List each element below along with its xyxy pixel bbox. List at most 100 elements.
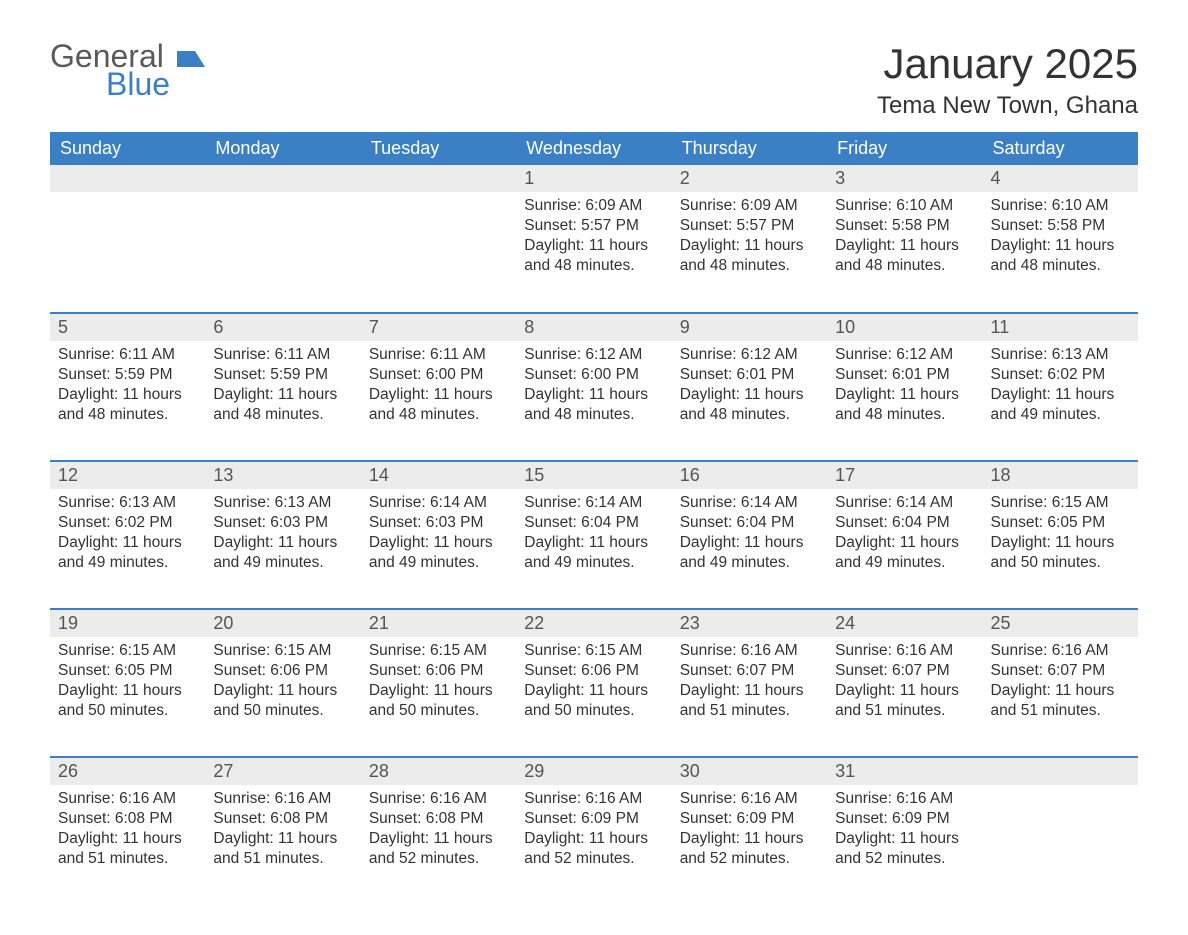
daylight-line: Daylight: 11 hours and 48 minutes. xyxy=(835,236,974,276)
calendar-cell: 30Sunrise: 6:16 AMSunset: 6:09 PMDayligh… xyxy=(672,757,827,905)
sunrise-line: Sunrise: 6:16 AM xyxy=(680,641,819,661)
day-number: 6 xyxy=(205,314,360,341)
calendar-cell: 4Sunrise: 6:10 AMSunset: 5:58 PMDaylight… xyxy=(983,165,1138,313)
day-number: 10 xyxy=(827,314,982,341)
title-block: January 2025 Tema New Town, Ghana xyxy=(877,40,1138,132)
sunrise-line: Sunrise: 6:16 AM xyxy=(58,789,197,809)
calendar-cell: 16Sunrise: 6:14 AMSunset: 6:04 PMDayligh… xyxy=(672,461,827,609)
daylight-line: Daylight: 11 hours and 49 minutes. xyxy=(213,533,352,573)
daylight-line: Daylight: 11 hours and 48 minutes. xyxy=(835,385,974,425)
day-body: Sunrise: 6:14 AMSunset: 6:04 PMDaylight:… xyxy=(827,489,982,584)
day-body: Sunrise: 6:15 AMSunset: 6:06 PMDaylight:… xyxy=(516,637,671,732)
sunset-line: Sunset: 5:59 PM xyxy=(58,365,197,385)
day-number: 16 xyxy=(672,462,827,489)
sunrise-line: Sunrise: 6:16 AM xyxy=(213,789,352,809)
sunset-line: Sunset: 6:08 PM xyxy=(213,809,352,829)
day-body: Sunrise: 6:16 AMSunset: 6:08 PMDaylight:… xyxy=(50,785,205,880)
sunrise-line: Sunrise: 6:13 AM xyxy=(213,493,352,513)
day-body xyxy=(983,785,1138,799)
daylight-line: Daylight: 11 hours and 52 minutes. xyxy=(369,829,508,869)
sunrise-line: Sunrise: 6:13 AM xyxy=(991,345,1130,365)
day-body: Sunrise: 6:12 AMSunset: 6:00 PMDaylight:… xyxy=(516,341,671,436)
daylight-line: Daylight: 11 hours and 48 minutes. xyxy=(524,236,663,276)
daylight-line: Daylight: 11 hours and 49 minutes. xyxy=(680,533,819,573)
logo: General Blue xyxy=(50,40,205,100)
day-body: Sunrise: 6:13 AMSunset: 6:02 PMDaylight:… xyxy=(983,341,1138,436)
day-number: 15 xyxy=(516,462,671,489)
sunrise-line: Sunrise: 6:14 AM xyxy=(835,493,974,513)
calendar-cell: 13 Sunrise: 6:13 AMSunset: 6:03 PMDayligh… xyxy=(205,461,360,609)
sunrise-line: Sunrise: 6:14 AM xyxy=(680,493,819,513)
calendar-cell: 25Sunrise: 6:16 AMSunset: 6:07 PMDayligh… xyxy=(983,609,1138,757)
day-number: 11 xyxy=(983,314,1138,341)
sunset-line: Sunset: 6:05 PM xyxy=(991,513,1130,533)
calendar-table: SundayMondayTuesdayWednesdayThursdayFrid… xyxy=(50,132,1138,905)
day-body: Sunrise: 6:09 AMSunset: 5:57 PMDaylight:… xyxy=(516,192,671,287)
sunrise-line: Sunrise: 6:15 AM xyxy=(213,641,352,661)
sunset-line: Sunset: 6:02 PM xyxy=(58,513,197,533)
day-number xyxy=(983,758,1138,785)
day-number: 3 xyxy=(827,165,982,192)
daylight-line: Daylight: 11 hours and 48 minutes. xyxy=(680,385,819,425)
day-body: Sunrise: 6:15 AMSunset: 6:05 PMDaylight:… xyxy=(983,489,1138,584)
weekday-header: Tuesday xyxy=(361,132,516,165)
calendar-cell: 23Sunrise: 6:16 AMSunset: 6:07 PMDayligh… xyxy=(672,609,827,757)
day-body: Sunrise: 6:16 AMSunset: 6:08 PMDaylight:… xyxy=(361,785,516,880)
day-number xyxy=(361,165,516,192)
location: Tema New Town, Ghana xyxy=(877,92,1138,120)
sunset-line: Sunset: 6:02 PM xyxy=(991,365,1130,385)
calendar-cell: 12Sunrise: 6:13 AMSunset: 6:02 PMDayligh… xyxy=(50,461,205,609)
sunset-line: Sunset: 6:03 PM xyxy=(369,513,508,533)
daylight-line: Daylight: 11 hours and 49 minutes. xyxy=(835,533,974,573)
day-body: Sunrise: 6:15 AMSunset: 6:06 PMDaylight:… xyxy=(361,637,516,732)
calendar-cell: 5Sunrise: 6:11 AMSunset: 5:59 PMDaylight… xyxy=(50,313,205,461)
day-body: Sunrise: 6:12 AMSunset: 6:01 PMDaylight:… xyxy=(827,341,982,436)
weekday-header: Wednesday xyxy=(516,132,671,165)
weekday-header: Friday xyxy=(827,132,982,165)
sunset-line: Sunset: 6:07 PM xyxy=(991,661,1130,681)
daylight-line: Daylight: 11 hours and 51 minutes. xyxy=(835,681,974,721)
day-body xyxy=(205,192,360,206)
logo-blue: Blue xyxy=(106,68,170,100)
weekday-header: Monday xyxy=(205,132,360,165)
sunrise-line: Sunrise: 6:12 AM xyxy=(835,345,974,365)
sunset-line: Sunset: 6:07 PM xyxy=(680,661,819,681)
sunset-line: Sunset: 6:04 PM xyxy=(835,513,974,533)
daylight-line: Daylight: 11 hours and 52 minutes. xyxy=(524,829,663,869)
day-number: 9 xyxy=(672,314,827,341)
daylight-line: Daylight: 11 hours and 51 minutes. xyxy=(680,681,819,721)
daylight-line: Daylight: 11 hours and 49 minutes. xyxy=(58,533,197,573)
daylight-line: Daylight: 11 hours and 50 minutes. xyxy=(369,681,508,721)
day-number: 14 xyxy=(361,462,516,489)
sunset-line: Sunset: 5:58 PM xyxy=(991,216,1130,236)
calendar-cell: 19Sunrise: 6:15 AMSunset: 6:05 PMDayligh… xyxy=(50,609,205,757)
day-number: 1 xyxy=(516,165,671,192)
day-body: Sunrise: 6:16 AMSunset: 6:07 PMDaylight:… xyxy=(672,637,827,732)
sunrise-line: Sunrise: 6:16 AM xyxy=(369,789,508,809)
sunset-line: Sunset: 6:03 PM xyxy=(213,513,352,533)
day-number: 25 xyxy=(983,610,1138,637)
sunset-line: Sunset: 6:05 PM xyxy=(58,661,197,681)
calendar-cell xyxy=(205,165,360,313)
day-number: 13 xyxy=(205,462,360,489)
sunrise-line: Sunrise: 6:09 AM xyxy=(680,196,819,216)
day-number: 28 xyxy=(361,758,516,785)
day-number: 17 xyxy=(827,462,982,489)
calendar-cell: 21Sunrise: 6:15 AMSunset: 6:06 PMDayligh… xyxy=(361,609,516,757)
sunrise-line: Sunrise: 6:14 AM xyxy=(369,493,508,513)
sunset-line: Sunset: 6:06 PM xyxy=(524,661,663,681)
daylight-line: Daylight: 11 hours and 52 minutes. xyxy=(835,829,974,869)
day-number: 29 xyxy=(516,758,671,785)
daylight-line: Daylight: 11 hours and 49 minutes. xyxy=(524,533,663,573)
month-title: January 2025 xyxy=(877,40,1138,88)
daylight-line: Daylight: 11 hours and 48 minutes. xyxy=(58,385,197,425)
daylight-line: Daylight: 11 hours and 52 minutes. xyxy=(680,829,819,869)
sunrise-line: Sunrise: 6:10 AM xyxy=(835,196,974,216)
day-body: Sunrise: 6:16 AMSunset: 6:07 PMDaylight:… xyxy=(983,637,1138,732)
sunset-line: Sunset: 6:09 PM xyxy=(680,809,819,829)
calendar-cell: 15Sunrise: 6:14 AMSunset: 6:04 PMDayligh… xyxy=(516,461,671,609)
sunset-line: Sunset: 6:09 PM xyxy=(524,809,663,829)
sunset-line: Sunset: 5:59 PM xyxy=(213,365,352,385)
daylight-line: Daylight: 11 hours and 48 minutes. xyxy=(213,385,352,425)
daylight-line: Daylight: 11 hours and 49 minutes. xyxy=(991,385,1130,425)
